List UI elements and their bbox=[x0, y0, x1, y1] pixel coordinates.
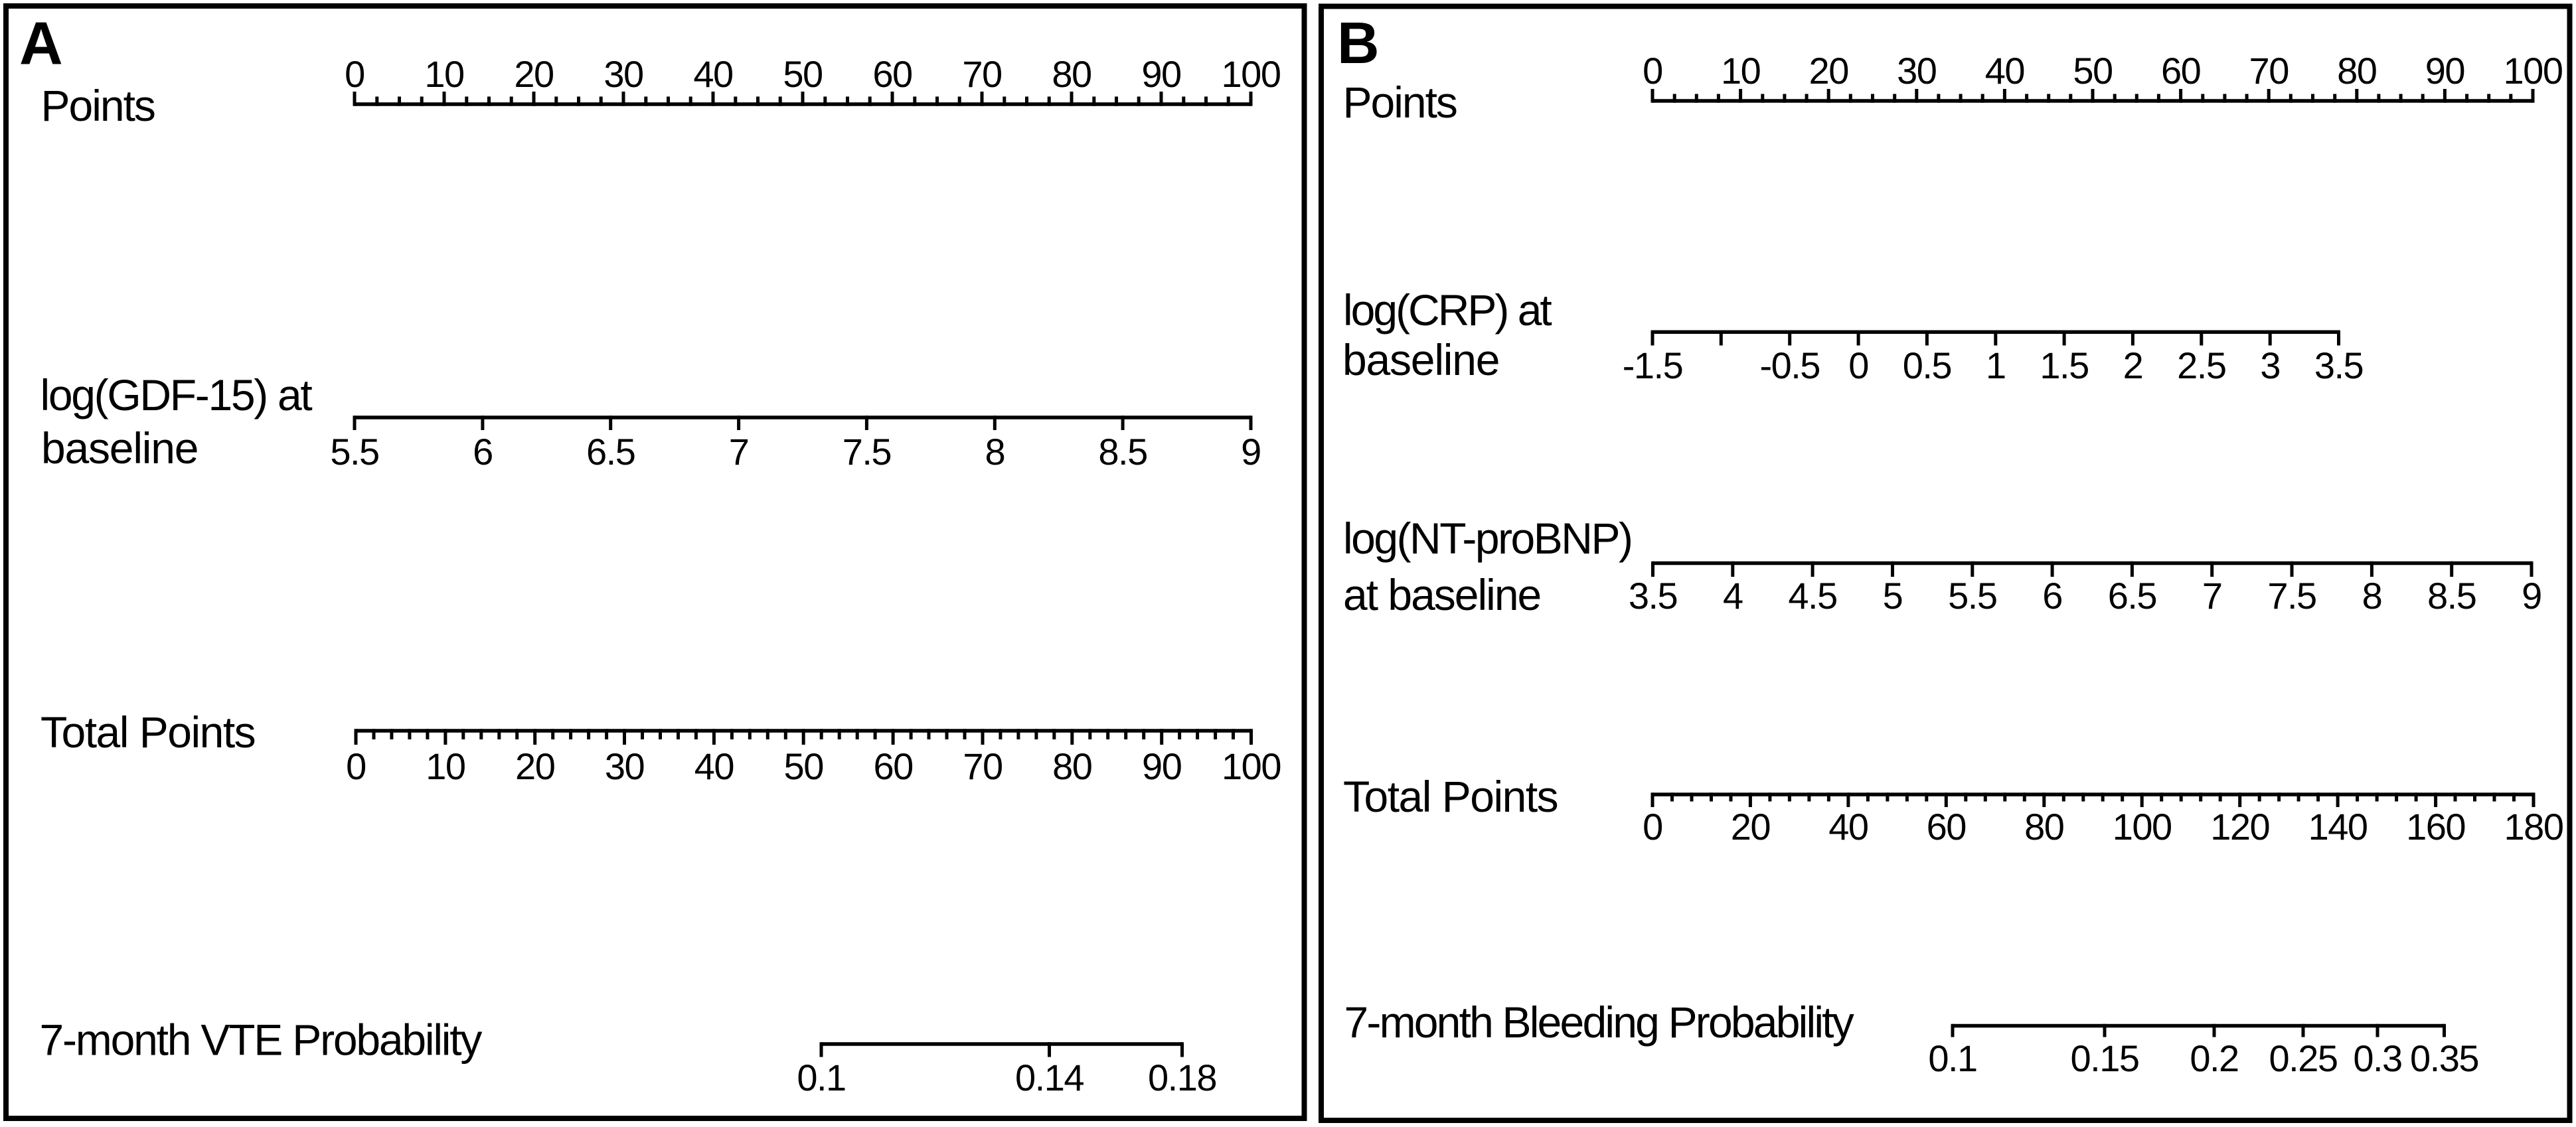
svg-text:30: 30 bbox=[605, 745, 644, 787]
svg-text:0.1: 0.1 bbox=[1928, 1037, 1976, 1079]
svg-text:90: 90 bbox=[1141, 53, 1180, 95]
svg-text:6.5: 6.5 bbox=[586, 431, 635, 473]
svg-text:100: 100 bbox=[1222, 53, 1281, 95]
svg-text:Points: Points bbox=[1343, 78, 1457, 127]
svg-text:90: 90 bbox=[2425, 50, 2464, 92]
svg-text:40: 40 bbox=[1828, 806, 1868, 848]
svg-text:0.14: 0.14 bbox=[1015, 1057, 1084, 1098]
svg-text:0.2: 0.2 bbox=[2190, 1037, 2238, 1079]
svg-text:0: 0 bbox=[1848, 344, 1868, 386]
svg-text:2: 2 bbox=[2123, 344, 2143, 386]
svg-text:60: 60 bbox=[2161, 50, 2200, 92]
svg-text:50: 50 bbox=[783, 53, 822, 95]
svg-text:0: 0 bbox=[345, 53, 364, 95]
svg-text:100: 100 bbox=[2504, 50, 2563, 92]
svg-text:10: 10 bbox=[426, 745, 465, 787]
svg-text:40: 40 bbox=[1985, 50, 2024, 92]
svg-text:4.5: 4.5 bbox=[1788, 575, 1836, 617]
svg-text:90: 90 bbox=[1142, 745, 1181, 787]
svg-text:0.3: 0.3 bbox=[2353, 1037, 2401, 1079]
svg-text:log(CRP) at: log(CRP) at bbox=[1343, 285, 1552, 335]
svg-text:0.15: 0.15 bbox=[2071, 1037, 2139, 1079]
svg-text:0.35: 0.35 bbox=[2410, 1037, 2478, 1079]
svg-text:Total Points: Total Points bbox=[40, 708, 255, 757]
svg-text:80: 80 bbox=[1052, 745, 1091, 787]
svg-text:3: 3 bbox=[2260, 344, 2280, 386]
svg-text:7: 7 bbox=[729, 431, 749, 473]
svg-text:70: 70 bbox=[962, 53, 1001, 95]
svg-text:9: 9 bbox=[2522, 575, 2541, 617]
svg-text:10: 10 bbox=[424, 53, 463, 95]
svg-text:baseline: baseline bbox=[1342, 335, 1499, 384]
svg-text:8.5: 8.5 bbox=[1098, 431, 1147, 473]
svg-text:5.5: 5.5 bbox=[330, 431, 378, 473]
svg-text:70: 70 bbox=[2249, 50, 2289, 92]
svg-text:8.5: 8.5 bbox=[2427, 575, 2476, 617]
svg-text:180: 180 bbox=[2504, 806, 2563, 848]
svg-text:0.5: 0.5 bbox=[1903, 344, 1951, 386]
svg-text:40: 40 bbox=[693, 53, 732, 95]
svg-text:60: 60 bbox=[1927, 806, 1966, 848]
svg-text:7.5: 7.5 bbox=[2267, 575, 2316, 617]
svg-text:70: 70 bbox=[963, 745, 1002, 787]
svg-text:20: 20 bbox=[1731, 806, 1770, 848]
svg-text:7-month VTE Probability: 7-month VTE Probability bbox=[40, 1015, 483, 1065]
svg-text:30: 30 bbox=[604, 53, 643, 95]
svg-text:A: A bbox=[19, 11, 63, 78]
svg-text:0.18: 0.18 bbox=[1148, 1057, 1216, 1098]
svg-text:10: 10 bbox=[1721, 50, 1760, 92]
svg-text:Total Points: Total Points bbox=[1343, 772, 1558, 821]
svg-text:80: 80 bbox=[2024, 806, 2063, 848]
svg-text:140: 140 bbox=[2308, 806, 2368, 848]
svg-text:8: 8 bbox=[985, 431, 1005, 473]
svg-text:baseline: baseline bbox=[41, 423, 198, 473]
svg-text:50: 50 bbox=[784, 745, 823, 787]
svg-text:6: 6 bbox=[2042, 575, 2062, 617]
svg-text:20: 20 bbox=[515, 745, 554, 787]
svg-text:100: 100 bbox=[2113, 806, 2172, 848]
svg-text:0.1: 0.1 bbox=[797, 1057, 845, 1098]
svg-text:at baseline: at baseline bbox=[1343, 570, 1540, 619]
svg-text:log(GDF-15) at: log(GDF-15) at bbox=[40, 370, 313, 419]
svg-text:60: 60 bbox=[873, 745, 912, 787]
svg-text:120: 120 bbox=[2210, 806, 2269, 848]
svg-text:6: 6 bbox=[473, 431, 493, 473]
svg-text:-1.5: -1.5 bbox=[1623, 344, 1683, 386]
svg-text:80: 80 bbox=[2337, 50, 2376, 92]
svg-text:0: 0 bbox=[1643, 50, 1662, 92]
svg-text:3.5: 3.5 bbox=[2314, 344, 2363, 386]
svg-text:0: 0 bbox=[346, 745, 366, 787]
svg-text:30: 30 bbox=[1897, 50, 1936, 92]
svg-text:Points: Points bbox=[41, 81, 155, 130]
svg-text:1.5: 1.5 bbox=[2040, 344, 2088, 386]
svg-text:5.5: 5.5 bbox=[1948, 575, 1996, 617]
svg-text:2.5: 2.5 bbox=[2177, 344, 2225, 386]
svg-text:8: 8 bbox=[2362, 575, 2382, 617]
svg-text:7: 7 bbox=[2202, 575, 2222, 617]
svg-text:B: B bbox=[1337, 10, 1380, 76]
svg-text:log(NT-proBNP): log(NT-proBNP) bbox=[1343, 514, 1631, 563]
svg-text:-0.5: -0.5 bbox=[1759, 344, 1820, 386]
svg-text:7-month Bleeding Probability: 7-month Bleeding Probability bbox=[1344, 998, 1854, 1047]
svg-text:3.5: 3.5 bbox=[1629, 575, 1677, 617]
svg-text:60: 60 bbox=[872, 53, 912, 95]
svg-text:0.25: 0.25 bbox=[2269, 1037, 2338, 1079]
svg-text:1: 1 bbox=[1986, 344, 2006, 386]
svg-text:20: 20 bbox=[514, 53, 553, 95]
svg-text:5: 5 bbox=[1883, 575, 1903, 617]
svg-text:80: 80 bbox=[1052, 53, 1091, 95]
svg-text:6.5: 6.5 bbox=[2108, 575, 2156, 617]
svg-text:100: 100 bbox=[1222, 745, 1281, 787]
svg-text:7.5: 7.5 bbox=[843, 431, 891, 473]
svg-text:50: 50 bbox=[2073, 50, 2112, 92]
svg-text:160: 160 bbox=[2406, 806, 2465, 848]
svg-text:0: 0 bbox=[1643, 806, 1662, 848]
svg-text:9: 9 bbox=[1241, 431, 1261, 473]
svg-text:20: 20 bbox=[1809, 50, 1848, 92]
svg-text:40: 40 bbox=[694, 745, 734, 787]
svg-text:4: 4 bbox=[1723, 575, 1743, 617]
